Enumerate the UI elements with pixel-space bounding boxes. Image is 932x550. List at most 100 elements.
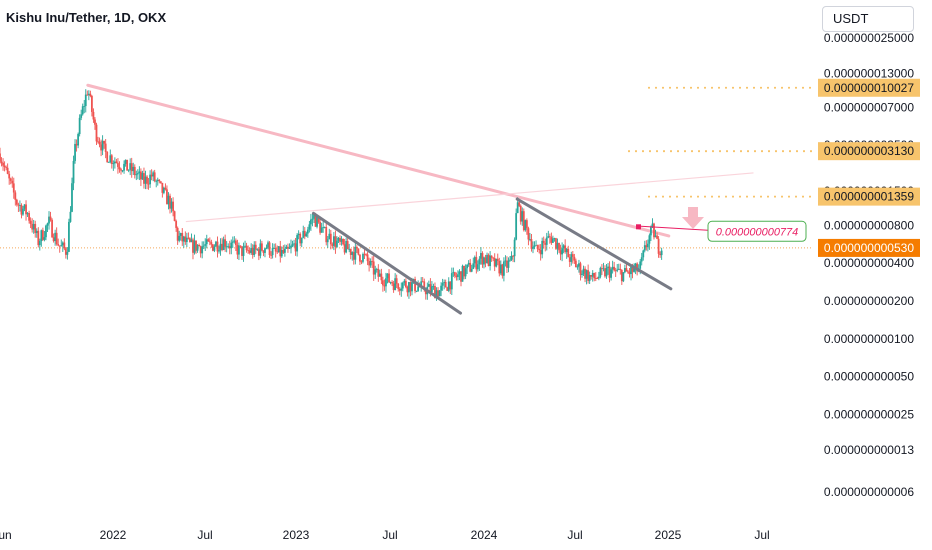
candle-body	[568, 257, 571, 262]
candle-body	[166, 189, 168, 205]
price-level-label: 0.000000001359	[824, 190, 914, 204]
time-axis-tick: Jul	[382, 528, 397, 542]
down-arrow-icon	[682, 207, 704, 229]
candle-body	[556, 242, 559, 249]
candle-body	[178, 235, 181, 241]
candle-body	[28, 213, 31, 221]
candle-body	[552, 238, 554, 243]
candle-body	[94, 119, 96, 125]
candle-body	[316, 216, 318, 227]
candle-body	[230, 242, 233, 249]
candle-body	[539, 250, 542, 255]
candle-body	[155, 180, 158, 182]
time-axis-tick: Jul	[567, 528, 582, 542]
candle-body	[287, 246, 289, 249]
candle-body	[310, 219, 312, 225]
candle-body	[634, 263, 637, 269]
trendline-downtrend-2023	[311, 211, 462, 315]
candle-body	[187, 237, 190, 239]
candle-body	[170, 201, 173, 209]
candle-body	[256, 249, 259, 251]
candle-body	[314, 214, 317, 227]
candle-body	[3, 165, 6, 168]
candle-body	[378, 273, 381, 277]
price-axis: 0.000000025000 0.000000013000 0.0000000070…	[818, 31, 920, 499]
candle-body	[565, 248, 568, 253]
time-axis-tick: 2022	[100, 528, 127, 542]
candle-body	[147, 183, 150, 185]
candle-body	[359, 254, 361, 262]
candle-body	[219, 243, 222, 251]
candle-body	[570, 254, 573, 262]
candle-body	[516, 202, 519, 214]
candle-body	[89, 93, 92, 97]
candle-body	[368, 261, 371, 266]
candle-body	[124, 159, 127, 164]
candle-body	[75, 143, 78, 146]
candle-body	[283, 248, 286, 253]
candle-body	[403, 280, 406, 283]
candle-body	[317, 216, 320, 222]
candles-layer	[0, 89, 663, 301]
candle-body	[66, 251, 69, 255]
candle-body	[401, 282, 404, 289]
candle-body	[458, 271, 461, 275]
candle-body	[164, 187, 167, 190]
time-axis-tick: 2025	[655, 528, 682, 542]
candle-body	[627, 271, 629, 273]
candle-body	[562, 245, 565, 249]
candle-body	[480, 253, 482, 259]
candle-body	[585, 270, 588, 279]
candle-body	[265, 247, 268, 249]
candle-body	[596, 278, 599, 279]
candle-body	[411, 282, 413, 292]
candle-body	[288, 247, 291, 249]
candle-body	[495, 258, 498, 267]
candle-body	[381, 280, 384, 286]
candle-body	[484, 257, 487, 264]
candle-body	[138, 171, 141, 174]
candle-body	[535, 244, 537, 246]
candle-body	[192, 239, 194, 253]
price-axis-tick: 0.000000000100	[824, 332, 914, 346]
candle-body	[371, 260, 374, 262]
price-axis-tick: 0.000000000025	[824, 407, 914, 421]
candle-body	[529, 239, 531, 240]
candle-body	[285, 246, 288, 249]
candle-body	[561, 248, 563, 255]
candle-body	[121, 170, 124, 172]
candle-body	[293, 243, 295, 245]
candle-body	[268, 242, 271, 255]
candle-body	[141, 173, 144, 180]
currency-selector[interactable]: USDT	[822, 6, 914, 32]
candle-body	[325, 226, 328, 243]
candle-body	[120, 169, 122, 171]
candle-body	[201, 246, 204, 254]
candle-body	[103, 140, 106, 144]
candle-body	[202, 245, 205, 247]
target-connector	[640, 225, 709, 231]
candle-body	[397, 283, 400, 289]
time-axis-tick: Jun	[0, 528, 12, 542]
candle-body	[322, 227, 325, 228]
candle-body	[490, 255, 493, 258]
candle-body	[29, 220, 32, 224]
candle-body	[648, 235, 651, 244]
candle-body	[161, 182, 164, 193]
candle-body	[470, 268, 473, 272]
candle-body	[446, 287, 449, 291]
candle-body	[394, 278, 397, 291]
candle-body	[25, 204, 27, 215]
candle-body	[274, 247, 277, 252]
candle-body	[383, 285, 386, 287]
candle-body	[60, 245, 63, 247]
candle-body	[204, 244, 207, 246]
candle-body	[211, 244, 214, 251]
candle-body	[351, 252, 354, 255]
price-axis-tick: 0.000000000013	[824, 443, 914, 457]
candle-body	[133, 166, 136, 176]
candle-body	[588, 274, 591, 281]
candle-body	[57, 244, 60, 246]
candle-body	[254, 244, 257, 250]
